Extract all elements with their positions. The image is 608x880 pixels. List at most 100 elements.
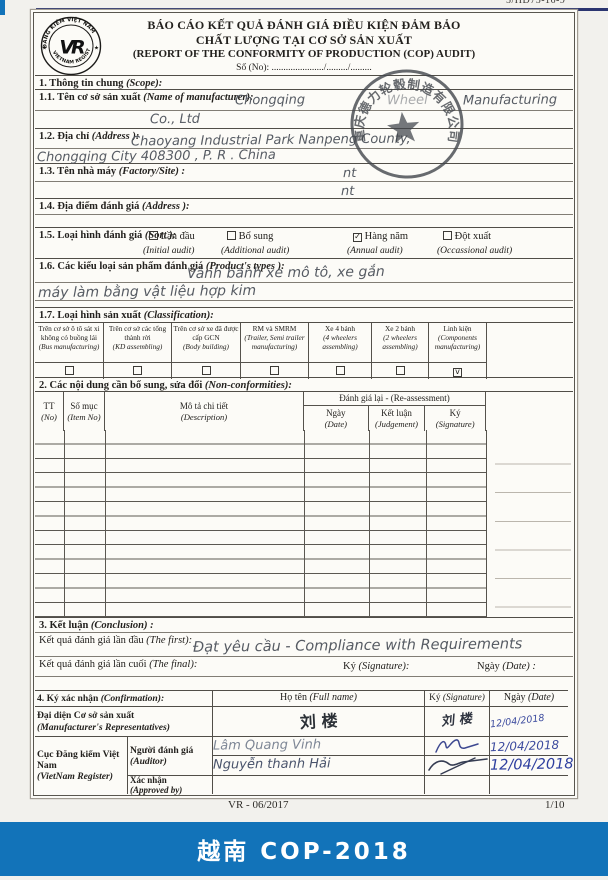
conclusion-first: Kết quả đánh giá lần đầu (The first): Đạ… [35,632,573,656]
logo-star-right-icon: ★ [94,45,99,52]
field-address: 1.2. Địa chỉ (Address ): Chaoyang Indust… [35,128,573,149]
checkbox-bus-manufacturing [64,366,74,375]
section3-heading: 3. Kết luận (Conclusion) : [35,617,573,632]
option-additional-audit: Bổ sung (Additional audit) [221,231,290,257]
checkbox-2-wheelers [395,366,405,375]
manufacturer-rep-label: Đại diện Cơ sở sản xuất (Manufacturer's R… [35,706,212,736]
confirmation-heading: 4. Ký xác nhận (Confirmation): [37,692,165,704]
confirmation-table: 4. Ký xác nhận (Confirmation): Họ tên (F… [35,690,574,795]
auditor2-date: 12/04/2018 [489,755,574,775]
document-code: 5/HD75-16-9 [506,0,566,6]
field-product-types: 1.6. Các kiểu loại sản phẩm đánh giá (Pr… [35,258,573,282]
auditor2-name: Nguyễn thanh Hải [212,755,424,775]
checkbox-components-manufacturing: v [453,368,462,377]
col-header-no: TT (No) [35,392,64,431]
field-factory-site-2: nt [35,181,573,200]
classification-col-4wheel: Xe 4 bánh (4 wheelers assembling) [309,323,372,379]
top-rule-line [36,8,608,11]
field-product-types-3 [35,300,573,307]
manufacturer-rep-date: 12/04/2018 [489,706,568,736]
approved-by-signature [424,775,489,794]
auditor-label: Người đánh giá (Auditor) [127,736,212,775]
option-initial-audit: Lần đầu (Initial audit) [143,231,195,257]
classification-col-body: Trên cơ sở xe đã được cấp GCN (Body build… [172,323,241,379]
signature-squiggle-2 [428,756,488,775]
auditor1-signature [424,736,489,755]
checkbox-kd-assembling [133,366,142,375]
col-header-judgement: Kết luận (Judgement) [369,406,426,431]
nonconformities-table-header: TT (No) Số mục (Item No) Mô tả chi tiết (De… [35,391,573,431]
form-title-line1: BÁO CÁO KẾT QUẢ ĐÁNH GIÁ ĐIỀU KIỆN ĐẢM B… [147,18,461,32]
checkbox-body-building [201,366,211,375]
handwritten-manufacturer-4: Co., Ltd [149,111,201,128]
manufacturer-rep-name: 刘 楼 [212,706,424,736]
form-title-line2: CHẤT LƯỢNG TẠI CƠ SỞ SẢN XUẤT [195,33,413,47]
approved-by-label: Xác nhận (Approved by) [127,775,212,795]
field-audit-address-2 [35,214,573,227]
scan-ghost-lines [495,436,571,616]
auditor1-name: Lâm Quang Vinh [212,736,424,755]
logo-vr-monogram: VR [59,37,85,59]
signature-squiggle-1 [435,739,479,753]
conclusion-blank [35,676,573,690]
auditor1-date: 12/04/2018 [489,736,568,755]
checkbox-trailer-manufacturing [270,366,279,375]
classification-table: Trên cơ sở ô tô sát xi không có buồng lá… [35,322,573,379]
form-title-line3: (REPORT OF THE CONFORMITY OF PRODUCTION … [132,48,476,60]
page-number: 1/10 [545,799,565,811]
field-manufacturer-name-2: Co., Ltd [35,110,573,128]
classification-col-trailer: RM và SMRM (Trailer, Semi trailer manufac… [241,323,309,379]
field-audit-address: 1.4. Địa điểm đánh giá (Address ): [35,198,573,214]
handwritten-product-types-1: Vành bánh xe mô tô, xe gắn [186,263,385,283]
field-audit-sort: 1.5. Loại hình đánh giá (Sort ): Lần đầu… [35,227,573,258]
section2-heading: 2. Các nội dung cần bổ sung, sửa đổi (No… [35,377,573,391]
option-annual-audit: ✓ Hàng năm (Annual audit) [347,231,409,257]
field-manufacturer-name: 1.1. Tên cơ sở sản xuất (Name of manufac… [35,89,573,110]
handwritten-audit-address: nt [340,183,355,200]
logo-star-left-icon: ★ [42,45,47,52]
col-header-description: Mô tả chi tiết (Description) [105,392,304,431]
nonconformities-empty-rows [35,430,573,617]
conclusion-final: Kết quả đánh giá lần cuối (The final): K… [35,656,573,676]
form-header: ĐĂNG KIỂM VIỆT NAM VIETNAM REGISTER ★ ★ … [35,14,573,76]
report-number-line: Số (No): ....................../........… [236,62,372,73]
auditor2-signature [424,755,489,775]
option-occasional-audit: Đột xuất (Occassional audit) [437,231,513,257]
vietnam-register-label: Cục Đăng kiểm Việt Nam (VietNam Register) [35,736,127,794]
col-header-fullname: Họ tên (Full name) [212,691,424,706]
col-header-sign: Ký (Signature) [424,691,489,706]
col-header-date: Ngày (Date) [304,406,369,431]
field-factory-site: 1.3. Tên nhà máy (Factory/Site) : nt [35,163,573,181]
bottom-title-bar: 越南 COP-2018 [0,822,608,876]
checkbox-additional-audit [227,231,236,240]
approved-by-name [212,775,424,794]
handwritten-manufacturer-1: Chongqing [234,92,306,109]
field-address-2: Chongqing City 408300 , P. R . China [35,148,573,165]
classification-col-2wheel: Xe 2 bánh (2 wheelers assembling) [372,323,429,379]
handwritten-manufacturer-2: Wheel [386,92,428,109]
approved-by-date [489,775,568,794]
manufacturer-rep-signature: 刘 楼 [424,706,489,736]
bottom-bar-text: 越南 COP-2018 [197,839,411,865]
nonconformities-grid [35,430,487,617]
handwritten-address-2: Chongqing City 408300 , P. R . China [36,147,276,166]
handwritten-factory-site: nt [342,165,357,182]
col-header-signature: Ký (Signature) [435,407,475,429]
handwritten-product-types-2: máy làm bằng vật liệu hợp kim [37,282,257,302]
field-product-types-2: máy làm bằng vật liệu hợp kim [35,282,573,302]
cop-audit-form: ĐĂNG KIỂM VIỆT NAM VIETNAM REGISTER ★ ★ … [33,12,575,796]
classification-col-components: Linh kiện (Components manufacturing) v [429,323,487,379]
corner-blue-mark [0,0,5,15]
col-header-item-no: Số mục (Item No) [64,392,105,431]
classification-col-bus: Trên cơ sở ô tô sát xi không có buồng lá… [35,323,104,379]
handwritten-conclusion: Đạt yêu cầu - Compliance with Requiremen… [192,636,523,656]
col-header-date: Ngày (Date) [489,691,568,706]
col-group-reassessment: Đánh giá lại - (Re-assessment) Ngày (Date… [304,392,486,431]
handwritten-manufacturer-3: Manufacturing [462,92,558,109]
checkbox-initial-audit [149,231,158,240]
checkbox-annual-audit: ✓ [353,232,362,242]
classification-col-kd: Trên cơ sở các tổng thành rời (KD assembl… [104,323,172,379]
checkbox-occasional-audit [443,231,452,240]
form-code: VR - 06/2017 [228,799,289,811]
vietnam-register-logo-icon: ĐĂNG KIỂM VIỆT NAM VIETNAM REGISTER ★ ★ … [39,15,102,76]
